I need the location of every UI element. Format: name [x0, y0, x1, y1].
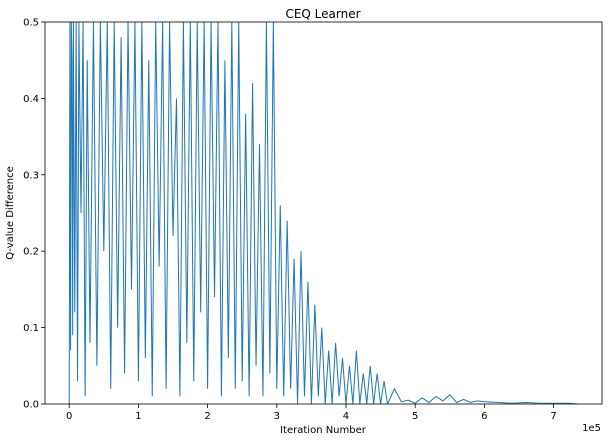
x-tick-label: 3: [274, 411, 280, 422]
x-tick-label: 5: [412, 411, 418, 422]
y-axis-label: Q-value Difference: [5, 166, 16, 260]
y-tick-label: 0.3: [23, 170, 39, 181]
x-tick-label: 7: [550, 411, 556, 422]
y-tick-label: 0.5: [23, 18, 39, 29]
x-tick-label: 2: [204, 411, 210, 422]
x-tick-label: 0: [66, 411, 72, 422]
chart-title: CEQ Learner: [285, 7, 360, 21]
x-tick-label: 1: [135, 411, 141, 422]
y-tick-label: 0.1: [23, 323, 39, 334]
x-axis-label: Iteration Number: [280, 425, 367, 436]
y-tick-label: 0.0: [23, 400, 39, 411]
x-tick-label: 6: [481, 411, 487, 422]
plot-area: 0 1 2 3 4 5 6 7 0.0 0.1 0.2 0.3 0.4 0.5: [23, 18, 603, 422]
plot-frame: [44, 21, 603, 405]
series-line-0: [68, 22, 578, 404]
x-tick-label: 4: [343, 411, 349, 422]
x-offset-label: 1e5: [582, 423, 601, 434]
y-tick-label: 0.2: [23, 247, 39, 258]
y-tick-label: 0.4: [23, 94, 39, 105]
